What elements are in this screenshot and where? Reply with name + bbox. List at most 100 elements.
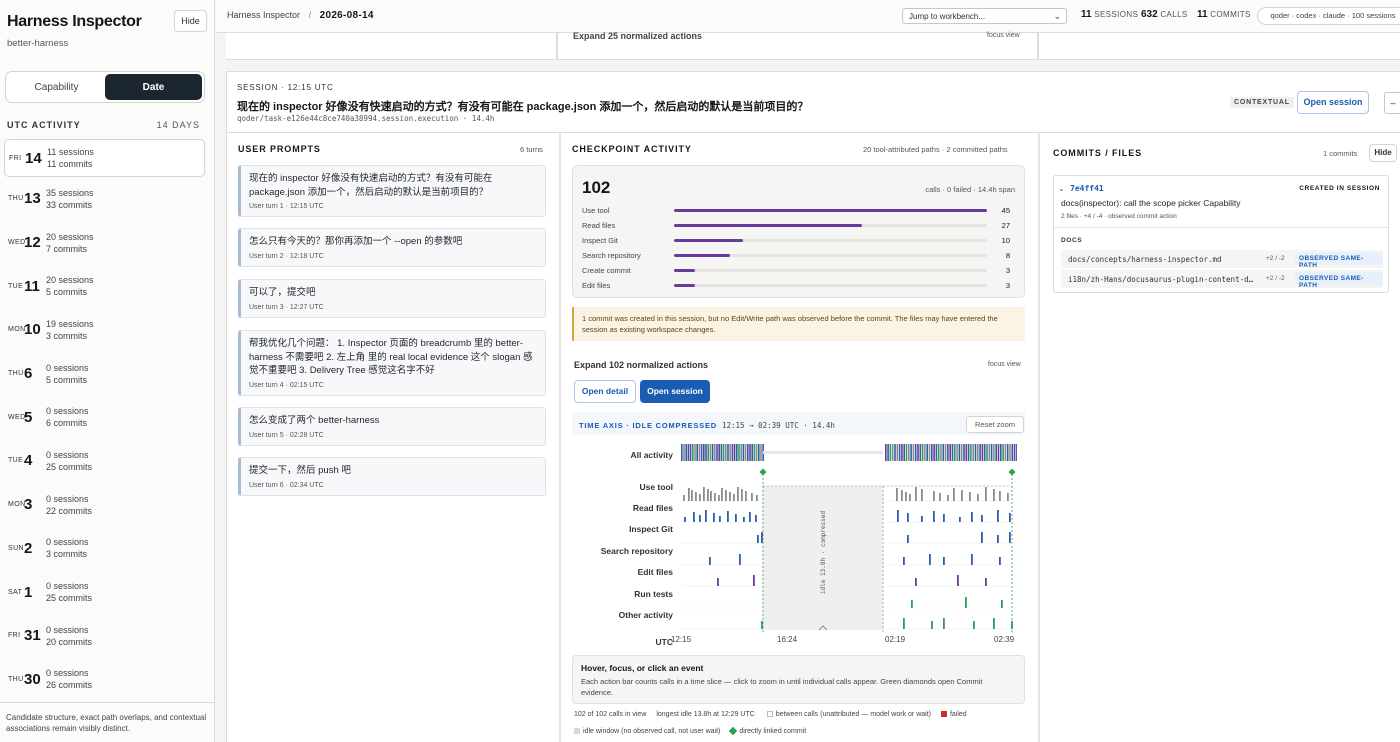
all-activity-bar bbox=[921, 444, 924, 461]
commit-sha[interactable]: 7e4ff41 bbox=[1070, 184, 1104, 193]
all-activity-bar bbox=[910, 444, 912, 461]
day-item[interactable]: FRI 14 11 sessions 11 commits bbox=[4, 139, 205, 177]
hide-commits-button[interactable]: Hide bbox=[1369, 144, 1397, 162]
day-weekday: MON bbox=[8, 501, 26, 509]
prev-expand-actions[interactable]: Expand 25 normalized actions bbox=[573, 31, 703, 41]
day-item[interactable]: THU 30 0 sessions 26 commits bbox=[0, 658, 214, 702]
lane-bar bbox=[688, 488, 690, 501]
day-item[interactable]: WED 5 0 sessions 6 commits bbox=[0, 395, 214, 439]
prompt-card[interactable]: 怎么变成了两个 better-harness User turn 5 · 02:2… bbox=[238, 407, 546, 446]
lane-bar bbox=[739, 554, 741, 565]
calls-count: 632 bbox=[1141, 9, 1158, 20]
lane-bar bbox=[981, 515, 983, 522]
file-path: i18n/zh-Hans/docusaurus-plugin-content-d… bbox=[1068, 275, 1256, 284]
prompt-text: 帮我优化几个问题： 1. Inspector 页面的 breadcrumb 里的… bbox=[249, 338, 533, 376]
prompt-card[interactable]: 怎么只有今天的？那你再添加一个 --open 的参数吧 User turn 2 ·… bbox=[238, 228, 546, 267]
toggle-date[interactable]: Date bbox=[105, 74, 202, 100]
created-in-session-badge: CREATED IN SESSION bbox=[1299, 185, 1380, 192]
all-activity-bar bbox=[729, 444, 731, 461]
prompt-card[interactable]: 可以了，提交吧 User turn 3 · 12:27 UTC bbox=[238, 279, 546, 318]
all-activity-bar bbox=[705, 444, 707, 461]
toggle-capability[interactable]: Capability bbox=[34, 81, 79, 93]
column-divider bbox=[1038, 132, 1040, 742]
open-detail-button[interactable]: Open detail bbox=[574, 380, 636, 403]
day-commits: 7 commits bbox=[46, 243, 88, 254]
hover-title: Hover, focus, or click an event bbox=[581, 663, 704, 673]
collapse-button[interactable]: – bbox=[1384, 92, 1400, 114]
reset-zoom-button[interactable]: Reset zoom bbox=[966, 416, 1024, 433]
scope-toggle: Capability Date bbox=[5, 71, 205, 103]
lane-label: Inspect Git bbox=[629, 524, 673, 534]
lane-bar bbox=[903, 557, 905, 565]
all-activity-bar bbox=[740, 444, 742, 461]
day-item[interactable]: TUE 4 0 sessions 25 commits bbox=[0, 439, 214, 483]
action-bar-track bbox=[674, 284, 987, 287]
calls-stat: 632 CALLS bbox=[1141, 9, 1188, 20]
hide-sidebar-button[interactable]: Hide bbox=[174, 10, 207, 32]
divider bbox=[227, 132, 1400, 133]
day-sessions: 0 sessions bbox=[46, 449, 89, 460]
lane-bar bbox=[735, 514, 737, 522]
lane-label: Other activity bbox=[618, 610, 673, 620]
action-bar bbox=[674, 254, 730, 257]
previous-session-strip: Expand 25 normalized actions focus view bbox=[226, 31, 1400, 60]
observed-badge: OBSERVED SAME-PATH bbox=[1295, 252, 1383, 269]
action-row: Search repository 8 bbox=[582, 249, 1017, 261]
action-bar bbox=[674, 269, 695, 272]
focus-view-link[interactable]: focus view bbox=[988, 361, 1021, 368]
day-item[interactable]: MON 3 0 sessions 22 commits bbox=[0, 483, 214, 527]
day-weekday: THU bbox=[8, 370, 24, 378]
all-activity-bar bbox=[700, 444, 703, 461]
prompt-card[interactable]: 帮我优化几个问题： 1. Inspector 页面的 breadcrumb 里的… bbox=[238, 330, 546, 396]
activity-header: UTC ACTIVITY 14 DAYS bbox=[7, 120, 200, 130]
day-sessions: 0 sessions bbox=[46, 581, 89, 592]
lane-bar bbox=[691, 490, 693, 501]
day-commits: 22 commits bbox=[46, 505, 93, 516]
action-value: 3 bbox=[1005, 281, 1010, 290]
all-activity-bar bbox=[885, 444, 887, 461]
lane-bar bbox=[729, 492, 731, 501]
lane-bar bbox=[903, 618, 905, 629]
prompt-text: 可以了，提交吧 bbox=[249, 287, 316, 298]
prompt-card[interactable]: 提交一下，然后 push 吧 User turn 6 · 02:34 UTC bbox=[238, 457, 546, 496]
day-item[interactable]: TUE 11 20 sessions 5 commits bbox=[0, 264, 214, 308]
lane-bar bbox=[727, 511, 729, 522]
all-activity-bar bbox=[722, 444, 725, 461]
day-commits: 6 commits bbox=[46, 418, 88, 429]
open-session-button[interactable]: Open session bbox=[1297, 91, 1369, 114]
breadcrumb-root[interactable]: Harness Inspector bbox=[227, 10, 301, 20]
expand-actions[interactable]: Expand 102 normalized actions bbox=[574, 360, 709, 370]
chevron-down-icon[interactable]: ⌄ bbox=[1058, 184, 1065, 193]
all-activity-bar bbox=[912, 444, 915, 461]
all-activity-bar bbox=[986, 444, 988, 461]
activity-range: 14 DAYS bbox=[156, 120, 200, 130]
all-activity-bar bbox=[935, 444, 938, 461]
prev-focus-view-link[interactable]: focus view bbox=[987, 32, 1020, 39]
lane-bar bbox=[684, 517, 686, 522]
all-activity-bar bbox=[993, 444, 995, 461]
day-item[interactable]: THU 6 0 sessions 5 commits bbox=[0, 352, 214, 396]
lane-bar bbox=[1007, 493, 1009, 501]
all-activity-bar bbox=[1013, 444, 1016, 461]
timeline-chart[interactable]: idle 13.8h · compressed bbox=[681, 444, 1017, 634]
prompt-card[interactable]: 现在的 inspector 好像没有快速启动的方式？有没有可能在 package… bbox=[238, 165, 546, 217]
day-item[interactable]: SUN 2 0 sessions 3 commits bbox=[0, 527, 214, 571]
longest-idle: longest idle 13.8h at 12:29 UTC bbox=[656, 711, 755, 718]
breadcrumb-date: 2026-08-14 bbox=[319, 10, 374, 21]
day-number: 30 bbox=[24, 670, 41, 688]
day-weekday: THU bbox=[8, 195, 24, 203]
day-meta: 0 sessions 22 commits bbox=[46, 493, 92, 517]
open-session-primary-button[interactable]: Open session bbox=[640, 380, 710, 403]
all-activity-bar bbox=[917, 444, 919, 461]
file-row[interactable]: i18n/zh-Hans/docusaurus-plugin-content-d… bbox=[1061, 270, 1383, 289]
day-item[interactable]: SAT 1 0 sessions 25 commits bbox=[0, 570, 214, 614]
jump-select[interactable]: Jump to workbench... ⌄ bbox=[902, 8, 1067, 24]
day-item[interactable]: THU 13 35 sessions 33 commits bbox=[0, 177, 214, 221]
agent-tags[interactable]: qoder · codex · claude · 100 sessions bbox=[1257, 7, 1400, 25]
day-item[interactable]: MON 10 19 sessions 3 commits bbox=[0, 308, 214, 352]
sessions-label: SESSIONS bbox=[1094, 10, 1139, 19]
day-item[interactable]: FRI 31 0 sessions 20 commits bbox=[0, 614, 214, 658]
day-sessions: 0 sessions bbox=[46, 406, 89, 417]
file-row[interactable]: docs/concepts/harness-inspector.md +2 / -… bbox=[1061, 250, 1383, 269]
day-item[interactable]: WED 12 20 sessions 7 commits bbox=[0, 221, 214, 265]
